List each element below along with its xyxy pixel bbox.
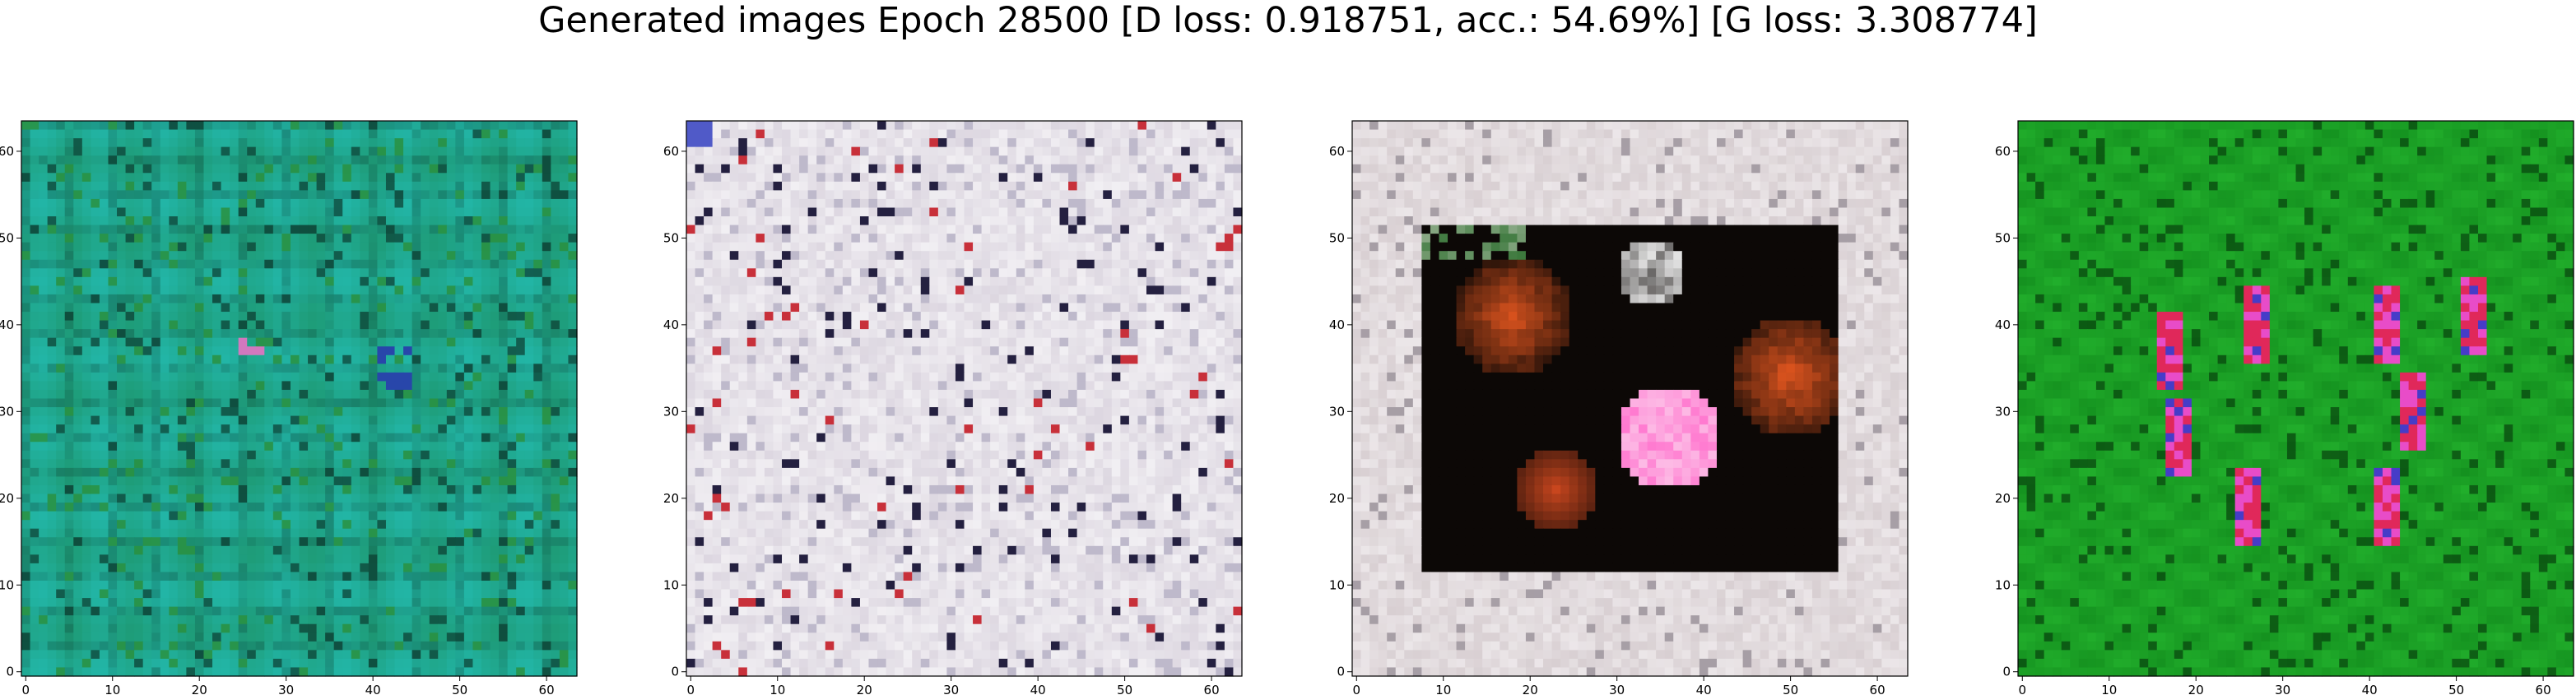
x-tick-label: 40 xyxy=(2362,683,2378,695)
x-tick-label: 10 xyxy=(1435,683,1451,695)
generated-image xyxy=(21,121,578,677)
image-panel-svg: 0 10 20 30 40 50 60 0 10 20 30 40 50 60 xyxy=(0,120,578,695)
y-tick-label: 50 xyxy=(1329,230,1345,245)
x-tick-label: 10 xyxy=(2101,683,2117,695)
y-tick-label: 20 xyxy=(1995,491,2011,506)
image-panel-2: 0 10 20 30 40 50 60 0 10 20 30 40 50 60 xyxy=(663,115,1243,695)
x-tick-label: 30 xyxy=(2275,683,2290,695)
y-tick-label: 10 xyxy=(1329,577,1345,592)
y-tick-label: 10 xyxy=(1995,577,2011,592)
image-panel-svg: 0 10 20 30 40 50 60 0 10 20 30 40 50 60 xyxy=(1995,120,2574,695)
x-tick-label: 50 xyxy=(1783,683,1798,695)
x-tick-label: 50 xyxy=(452,683,467,695)
image-panel-3: 0 10 20 30 40 50 60 0 10 20 30 40 50 60 xyxy=(1329,115,1909,695)
axes-frame xyxy=(2017,120,2574,677)
y-tick-label: 30 xyxy=(1995,404,2011,419)
x-tick-label: 50 xyxy=(1117,683,1132,695)
y-tick-label: 40 xyxy=(0,317,14,332)
x-tick-label: 0 xyxy=(22,683,30,695)
x-tick-label: 0 xyxy=(687,683,695,695)
y-tick-label: 10 xyxy=(0,577,14,592)
y-tick-label: 60 xyxy=(663,144,679,159)
y-tick-label: 30 xyxy=(0,404,14,419)
x-tick-label: 0 xyxy=(2019,683,2027,695)
y-tick-label: 30 xyxy=(1329,404,1345,419)
y-tick-label: 50 xyxy=(1995,230,2011,245)
image-panel-svg: 0 10 20 30 40 50 60 0 10 20 30 40 50 60 xyxy=(663,120,1243,695)
x-tick-label: 30 xyxy=(943,683,959,695)
x-tick-label: 40 xyxy=(365,683,381,695)
image-panel-svg: 0 10 20 30 40 50 60 0 10 20 30 40 50 60 xyxy=(1329,120,1909,695)
y-tick-label: 20 xyxy=(0,491,14,506)
image-panel-4: 0 10 20 30 40 50 60 0 10 20 30 40 50 60 xyxy=(1995,115,2574,695)
x-tick-label: 20 xyxy=(857,683,872,695)
axes-frame xyxy=(686,120,1243,677)
axes-frame xyxy=(1351,120,1909,677)
axes-frame xyxy=(21,120,578,677)
y-tick-label: 0 xyxy=(6,665,14,679)
y-tick-label: 0 xyxy=(1337,665,1345,679)
x-tick-label: 20 xyxy=(192,683,207,695)
x-tick-label: 30 xyxy=(278,683,294,695)
y-tick-label: 10 xyxy=(663,577,679,592)
x-tick-label: 60 xyxy=(1204,683,1220,695)
y-tick-label: 20 xyxy=(1329,491,1345,506)
x-tick-label: 60 xyxy=(539,683,555,695)
x-tick-label: 20 xyxy=(1523,683,1538,695)
y-tick-label: 60 xyxy=(1995,144,2011,159)
y-tick-label: 0 xyxy=(2002,665,2011,679)
x-tick-label: 10 xyxy=(770,683,785,695)
y-tick-label: 50 xyxy=(0,230,14,245)
x-tick-label: 60 xyxy=(2536,683,2551,695)
y-tick-label: 30 xyxy=(663,404,679,419)
x-tick-label: 0 xyxy=(1353,683,1361,695)
y-tick-label: 40 xyxy=(1995,317,2011,332)
y-tick-label: 40 xyxy=(1329,317,1345,332)
generated-image xyxy=(2018,121,2574,677)
x-tick-label: 50 xyxy=(2448,683,2464,695)
y-tick-label: 40 xyxy=(663,317,679,332)
y-tick-label: 50 xyxy=(663,230,679,245)
x-tick-label: 20 xyxy=(2188,683,2204,695)
y-tick-label: 60 xyxy=(0,144,14,159)
generated-image xyxy=(686,121,1243,677)
x-tick-label: 10 xyxy=(105,683,120,695)
y-tick-label: 20 xyxy=(663,491,679,506)
x-tick-label: 40 xyxy=(1030,683,1046,695)
y-tick-label: 0 xyxy=(671,665,679,679)
y-tick-label: 60 xyxy=(1329,144,1345,159)
x-tick-label: 30 xyxy=(1609,683,1625,695)
x-tick-label: 60 xyxy=(1870,683,1886,695)
image-panel-1: 0 10 20 30 40 50 60 0 10 20 30 40 50 60 xyxy=(0,115,578,695)
generated-image xyxy=(1352,121,1909,677)
x-tick-label: 40 xyxy=(1696,683,1712,695)
figure-title: Generated images Epoch 28500 [D loss: 0.… xyxy=(538,0,2038,41)
